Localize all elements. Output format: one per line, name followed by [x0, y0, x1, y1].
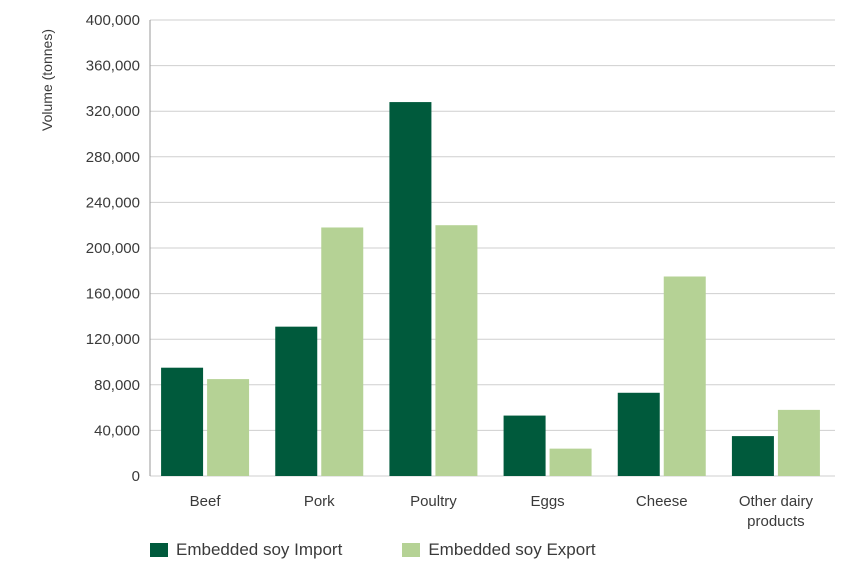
- legend-label-import: Embedded soy Import: [176, 540, 343, 559]
- bar-export: [207, 379, 250, 476]
- y-tick-label: 160,000: [86, 286, 140, 303]
- x-tick-labels: Beef Pork Poultry Eggs Cheese Other dairy prod…: [190, 493, 814, 530]
- legend-label-export: Embedded soy Export: [428, 540, 596, 559]
- legend: Embedded soy Import Embedded soy Export: [150, 538, 596, 562]
- bar-import: [617, 392, 660, 476]
- y-tick-label: 0: [132, 468, 140, 485]
- bar-import: [161, 367, 204, 476]
- bars: [161, 102, 820, 476]
- y-axis-label: Volume (tonnes): [39, 29, 55, 131]
- y-tick-label: 320,000: [86, 103, 140, 120]
- y-tick-labels: 0 40,000 80,000 120,000 160,000 200,000 240,00…: [86, 12, 140, 485]
- legend-swatch-export: [402, 543, 421, 557]
- y-tick-label: 400,000: [86, 12, 140, 29]
- y-tick-label: 200,000: [86, 240, 140, 257]
- bar-import: [731, 436, 774, 476]
- x-tick-label: Poultry: [410, 493, 457, 510]
- bar-export: [549, 448, 592, 476]
- bar-import: [503, 415, 546, 476]
- y-tick-label: 360,000: [86, 58, 140, 75]
- bar-import: [389, 102, 432, 476]
- x-tick-label: Other dairy products: [739, 493, 814, 530]
- legend-item-import: Embedded soy Import: [150, 538, 342, 562]
- bar-chart: Volume (tonnes) 0 40,000 80,000 120,000 160,…: [39, 12, 835, 530]
- x-tick-label: Cheese: [636, 493, 688, 510]
- y-tick-label: 40,000: [94, 422, 140, 439]
- legend-item-export: Embedded soy Export: [402, 538, 596, 562]
- bar-export: [435, 225, 478, 476]
- bar-export: [663, 276, 706, 476]
- grid-lines: [149, 19, 835, 477]
- bar-import: [275, 326, 318, 476]
- x-tick-label: Beef: [190, 493, 222, 510]
- legend-swatch-import: [150, 543, 168, 557]
- bar-export: [321, 227, 364, 476]
- y-tick-label: 240,000: [86, 194, 140, 211]
- y-tick-label: 280,000: [86, 149, 140, 166]
- y-tick-label: 80,000: [94, 377, 140, 394]
- bar-export: [777, 409, 820, 476]
- x-tick-label: Eggs: [530, 493, 564, 510]
- y-tick-label: 120,000: [86, 331, 140, 348]
- x-tick-label: Pork: [304, 493, 335, 510]
